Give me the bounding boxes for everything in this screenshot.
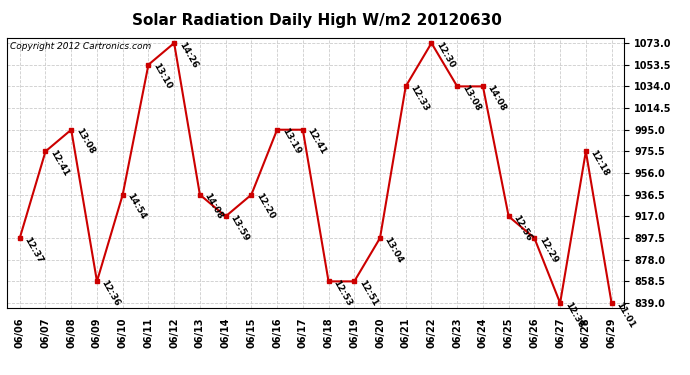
Text: 12:53: 12:53 xyxy=(331,279,353,308)
Text: 12:38: 12:38 xyxy=(563,300,585,330)
Text: 13:08: 13:08 xyxy=(74,127,96,156)
Text: Copyright 2012 Cartronics.com: Copyright 2012 Cartronics.com xyxy=(10,42,151,51)
Text: Solar Radiation Daily High W/m2 20120630: Solar Radiation Daily High W/m2 20120630 xyxy=(132,13,502,28)
Text: 12:41: 12:41 xyxy=(306,127,328,156)
Text: 14:08: 14:08 xyxy=(486,84,508,113)
Text: 14:26: 14:26 xyxy=(177,40,199,70)
Text: 12:20: 12:20 xyxy=(254,192,276,221)
Text: 13:10: 13:10 xyxy=(151,62,173,91)
Text: 13:19: 13:19 xyxy=(280,127,302,156)
Text: 12:56: 12:56 xyxy=(511,214,533,243)
Text: 12:30: 12:30 xyxy=(434,40,456,69)
Text: 12:37: 12:37 xyxy=(23,235,45,265)
Text: 13:08: 13:08 xyxy=(460,84,482,113)
Text: 14:08: 14:08 xyxy=(203,192,225,221)
Text: 12:33: 12:33 xyxy=(408,84,431,113)
Text: 12:18: 12:18 xyxy=(589,148,611,178)
Text: 12:36: 12:36 xyxy=(100,279,122,308)
Text: 12:29: 12:29 xyxy=(538,235,560,265)
Text: 14:54: 14:54 xyxy=(126,192,148,222)
Text: 13:04: 13:04 xyxy=(383,235,405,265)
Text: 12:51: 12:51 xyxy=(357,279,380,308)
Text: 13:59: 13:59 xyxy=(228,214,250,243)
Text: 12:41: 12:41 xyxy=(48,148,70,178)
Text: 11:01: 11:01 xyxy=(614,300,636,330)
